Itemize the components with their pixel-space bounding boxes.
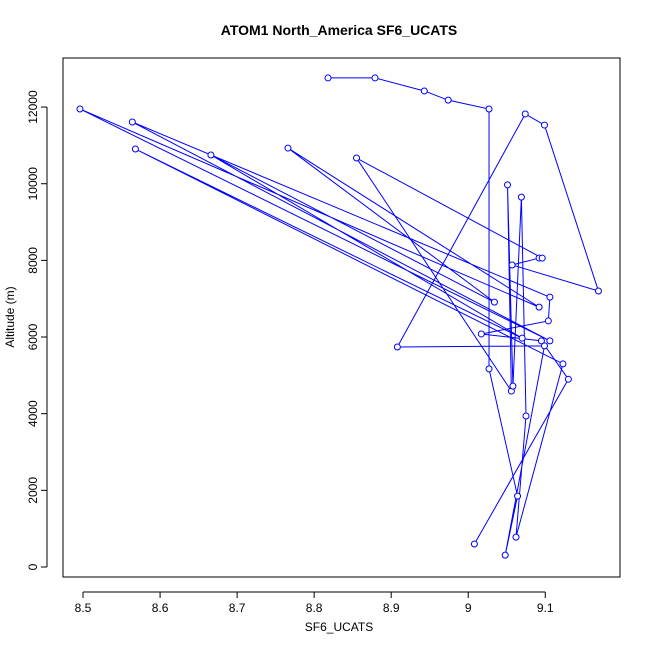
y-tick-label: 4000 [26, 400, 40, 427]
data-point [544, 317, 552, 325]
data-point [535, 303, 543, 311]
data-point [490, 298, 498, 306]
data-point [522, 412, 530, 420]
data-point [501, 551, 509, 559]
data-point [517, 193, 525, 201]
y-tick-label: 6000 [26, 323, 40, 350]
y-tick-label: 8000 [26, 247, 40, 274]
x-tick-label: 8.5 [75, 601, 92, 615]
data-point [485, 105, 493, 113]
x-tick-label: 8.7 [229, 601, 246, 615]
data-point [537, 337, 545, 345]
x-tick-label: 8.6 [152, 601, 169, 615]
chart-title: ATOM1 North_America SF6_UCATS [221, 22, 458, 38]
y-tick-label: 0 [26, 563, 40, 570]
y-tick-label: 2000 [26, 477, 40, 504]
data-point [541, 342, 549, 350]
data-point [353, 154, 361, 162]
data-point [559, 360, 567, 368]
x-axis-label: SF6_UCATS [305, 620, 373, 634]
y-tick-label: 10000 [26, 167, 40, 201]
data-point [131, 145, 139, 153]
data-point [541, 121, 549, 129]
data-point [514, 492, 522, 500]
data-point [546, 337, 554, 345]
data-point [512, 533, 520, 541]
data-point [546, 293, 554, 301]
y-tick-label: 12000 [26, 90, 40, 124]
data-point [477, 330, 485, 338]
data-point [508, 261, 516, 269]
data-point [509, 382, 517, 390]
data-point [284, 144, 292, 152]
data-point [521, 110, 529, 118]
data-point [485, 365, 493, 373]
x-tick-label: 9 [465, 601, 472, 615]
data-point [538, 254, 546, 262]
data-point [128, 118, 136, 126]
data-point [371, 74, 379, 82]
x-tick-label: 9.1 [537, 601, 554, 615]
data-point [207, 151, 215, 159]
data-point [470, 540, 478, 548]
data-point [393, 343, 401, 351]
y-axis-label: Altitude (m) [3, 286, 17, 347]
x-tick-label: 8.9 [383, 601, 400, 615]
plot-box [62, 57, 621, 578]
data-point [76, 105, 84, 113]
data-point [518, 334, 526, 342]
data-point [324, 74, 332, 82]
x-tick-label: 8.8 [306, 601, 323, 615]
data-point [504, 181, 512, 189]
data-point [420, 87, 428, 95]
data-point [444, 96, 452, 104]
data-point [564, 375, 572, 383]
data-point [594, 287, 602, 295]
